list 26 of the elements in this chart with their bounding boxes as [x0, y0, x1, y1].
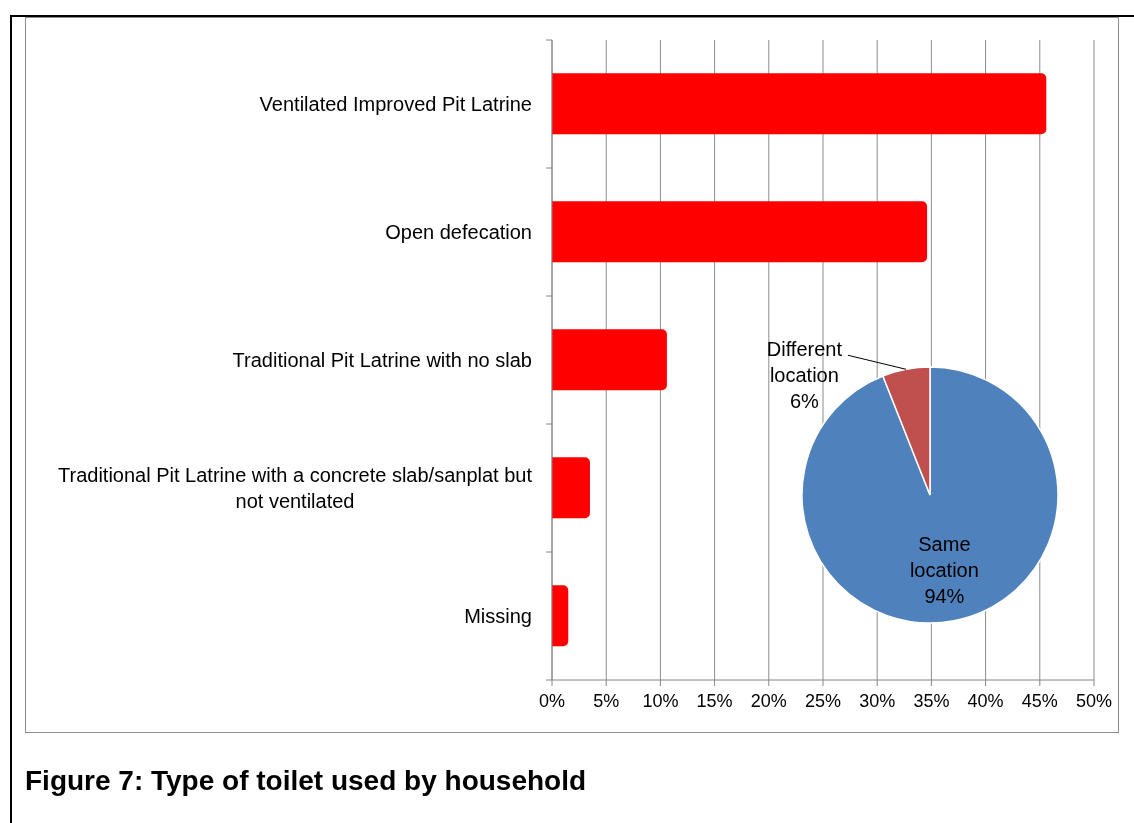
bar: [552, 73, 1047, 135]
x-tick-label: 45%: [1021, 690, 1058, 711]
x-tick-label: 50%: [1075, 690, 1113, 711]
text: Figure 7: Type of toilet used by household: [25, 765, 587, 797]
bar: [552, 457, 590, 519]
x-tick-label: 25%: [804, 690, 842, 711]
slice-label: Different location: [766, 338, 843, 387]
slice-label: Same location: [909, 533, 979, 582]
bar: [552, 585, 569, 647]
bar: [552, 329, 667, 391]
y-tick-label: Missing: [464, 605, 532, 627]
x-tick-label: 40%: [967, 690, 1004, 711]
x-tick-label: 30%: [859, 690, 896, 711]
y-tick-label: Traditional Pit Latrine with no slab: [232, 349, 532, 371]
y-tick-label: Traditional Pit Latrine with a concrete slab/sanplat but not ventilated: [58, 464, 533, 512]
x-tick-label: 5%: [593, 690, 620, 711]
x-tick-label: 20%: [750, 690, 787, 711]
x-tick-label: 10%: [642, 690, 679, 711]
x-tick-label: 35%: [913, 690, 950, 711]
bar: [552, 201, 928, 263]
x-tick-label: 0%: [538, 690, 566, 711]
y-tick-label: Open defecation: [385, 221, 532, 243]
x-tick-label: 15%: [696, 690, 733, 711]
data-label: 6%: [789, 390, 820, 413]
data-label: 94%: [924, 585, 965, 608]
y-tick-label: Ventilated Improved Pit Latrine: [259, 93, 532, 115]
